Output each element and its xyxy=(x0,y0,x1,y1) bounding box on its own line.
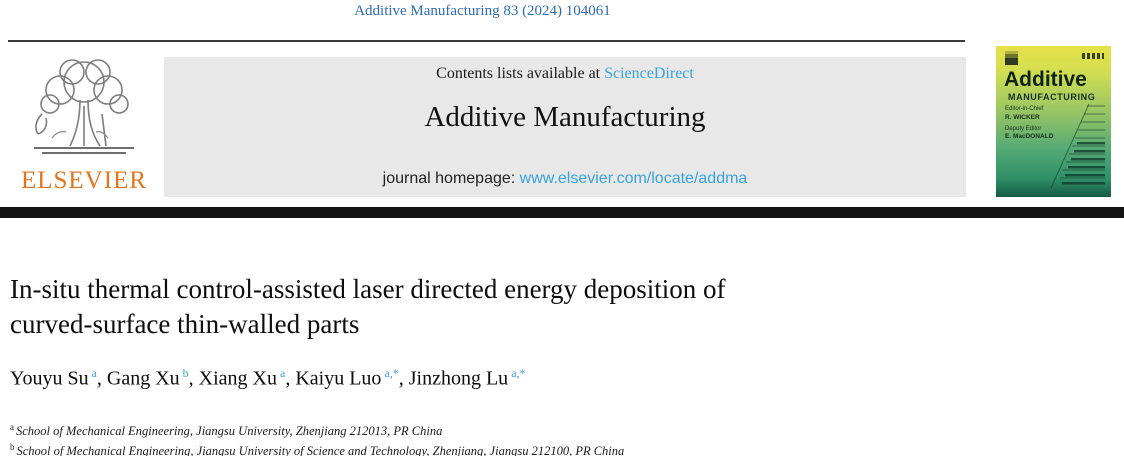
article-title-line2: curved-surface thin-walled parts xyxy=(10,309,360,339)
homepage-line: journal homepage: www.elsevier.com/locat… xyxy=(164,170,966,188)
header-divider-bar xyxy=(0,207,1124,218)
cover-issue-marks-icon xyxy=(1082,53,1104,59)
affiliation-text: School of Mechanical Engineering, Jiangs… xyxy=(16,443,625,456)
author-affil-sup: b xyxy=(182,366,189,380)
cover-editor-label: Editor-in-Chief xyxy=(1005,106,1044,112)
cover-publisher-mark-icon xyxy=(1005,51,1018,65)
homepage-prefix: journal homepage: xyxy=(382,170,520,187)
author: Gang Xu xyxy=(106,367,180,390)
affiliation-text: School of Mechanical Engineering, Jiangs… xyxy=(16,424,443,439)
affiliation-sup: a xyxy=(10,422,14,432)
article-title-line1: In-situ thermal control-assisted laser d… xyxy=(10,274,726,304)
contents-prefix: Contents lists available at xyxy=(436,65,605,82)
author: Jinzhong Lu xyxy=(408,367,509,390)
affiliation: a School of Mechanical Engineering, Jiang… xyxy=(10,420,624,440)
author-affil-sup: a,* xyxy=(384,366,399,380)
cover-subtitle: MANUFACTURING xyxy=(1008,92,1096,102)
affiliation-sup: b xyxy=(10,441,15,452)
article-title: In-situ thermal control-assisted laser d… xyxy=(10,272,990,342)
contents-line: Contents lists available at ScienceDirec… xyxy=(164,65,966,83)
journal-header-banner: Contents lists available at ScienceDirec… xyxy=(164,57,966,197)
affiliation: b School of Mechanical Engineering, Jiang… xyxy=(10,440,624,456)
elsevier-logo: ELSEVIER xyxy=(10,54,158,200)
author: Youyu Su xyxy=(10,367,89,390)
author-affil-sup: a xyxy=(280,366,286,380)
journal-citation-link[interactable]: Additive Manufacturing 83 (2024) 104061 xyxy=(354,3,611,19)
affiliation-list: a School of Mechanical Engineering, Jiang… xyxy=(10,420,624,456)
cover-editors: Editor-in-Chief R. WICKER Deputy Editor … xyxy=(1005,106,1053,141)
header-top-rule xyxy=(8,40,965,42)
cover-deputy-label: Deputy Editor xyxy=(1005,125,1042,132)
journal-cover-image: Additive MANUFACTURING Editor-in-Chief R… xyxy=(996,46,1111,197)
homepage-link[interactable]: www.elsevier.com/locate/addma xyxy=(519,170,748,187)
cover-title: Additive xyxy=(1004,68,1087,91)
cover-layered-structure-icon xyxy=(1050,103,1105,189)
journal-title: Additive Manufacturing xyxy=(424,101,706,133)
sciencedirect-link[interactable]: ScienceDirect xyxy=(604,65,694,82)
elsevier-tree-icon xyxy=(34,59,134,154)
elsevier-wordmark: ELSEVIER xyxy=(20,167,148,194)
cover-deputy-name: E. MacDONALD xyxy=(1005,133,1054,141)
author-affil-sup: a xyxy=(91,366,97,380)
author: Xiang Xu xyxy=(198,367,277,390)
author-list: Youyu Su a, Gang Xu b, Xiang Xu a, Kaiyu Lu… xyxy=(10,366,526,390)
author: Kaiyu Luo xyxy=(295,367,382,390)
cover-editor-name: R. WICKER xyxy=(1005,113,1040,121)
author-affil-sup: a,* xyxy=(511,366,526,380)
